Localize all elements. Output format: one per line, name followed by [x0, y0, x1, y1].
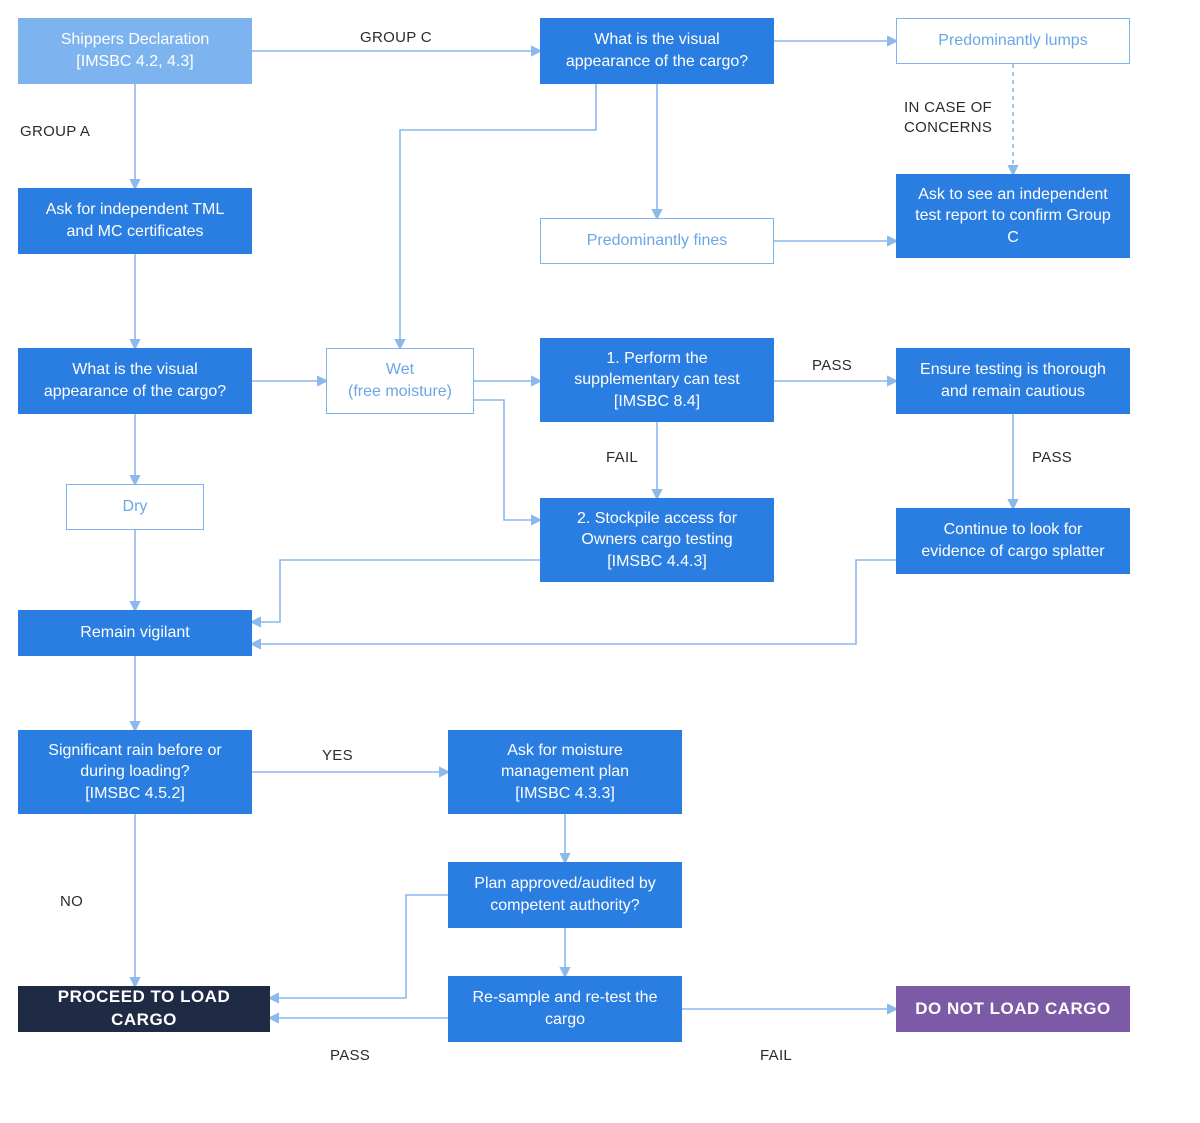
node-dry: Dry [66, 484, 204, 530]
node-proceed: PROCEED TO LOAD CARGO [18, 986, 270, 1032]
node-donot: DO NOT LOAD CARGO [896, 986, 1130, 1032]
node-resample: Re-sample and re-test the cargo [448, 976, 682, 1042]
node-wet: Wet (free moisture) [326, 348, 474, 414]
node-thorough: Ensure testing is thorough and remain ca… [896, 348, 1130, 414]
node-approved: Plan approved/audited by competent autho… [448, 862, 682, 928]
node-cantest: 1. Perform the supplementary can test [I… [540, 338, 774, 422]
edge-approved-proceed [270, 895, 448, 998]
edge-label-resample-donot: FAIL [760, 1046, 792, 1066]
edge-label-resample-proceed: PASS [330, 1046, 370, 1066]
node-rain: Significant rain before or during loadin… [18, 730, 252, 814]
edge-visC-wet [400, 84, 596, 348]
node-shippers: Shippers Declaration [IMSBC 4.2, 4.3] [18, 18, 252, 84]
edge-label-rain-proceed: NO [60, 892, 83, 912]
node-confirmC: Ask to see an independent test report to… [896, 174, 1130, 258]
node-visA: What is the visual appearance of the car… [18, 348, 252, 414]
node-vigilant: Remain vigilant [18, 610, 252, 656]
node-visC: What is the visual appearance of the car… [540, 18, 774, 84]
node-mmplan: Ask for moisture management plan [IMSBC … [448, 730, 682, 814]
edge-label-rain-mmplan: YES [322, 746, 353, 766]
node-fines: Predominantly fines [540, 218, 774, 264]
node-stockpile: 2. Stockpile access for Owners cargo tes… [540, 498, 774, 582]
edge-label-lumps-confirmC: IN CASE OF CONCERNS [904, 98, 992, 137]
node-lumps: Predominantly lumps [896, 18, 1130, 64]
edge-label-thorough-splatter: PASS [1032, 448, 1072, 468]
edge-label-shippers-tml: GROUP A [20, 122, 90, 142]
edge-wet-stockpile [474, 400, 540, 520]
edge-label-cantest-stockpile: FAIL [606, 448, 638, 468]
node-splatter: Continue to look for evidence of cargo s… [896, 508, 1130, 574]
node-tml: Ask for independent TML and MC certifica… [18, 188, 252, 254]
edge-stockpile-vigilant [252, 560, 540, 622]
edge-label-cantest-thorough: PASS [812, 356, 852, 376]
edge-label-shippers-visC: GROUP C [360, 28, 432, 48]
